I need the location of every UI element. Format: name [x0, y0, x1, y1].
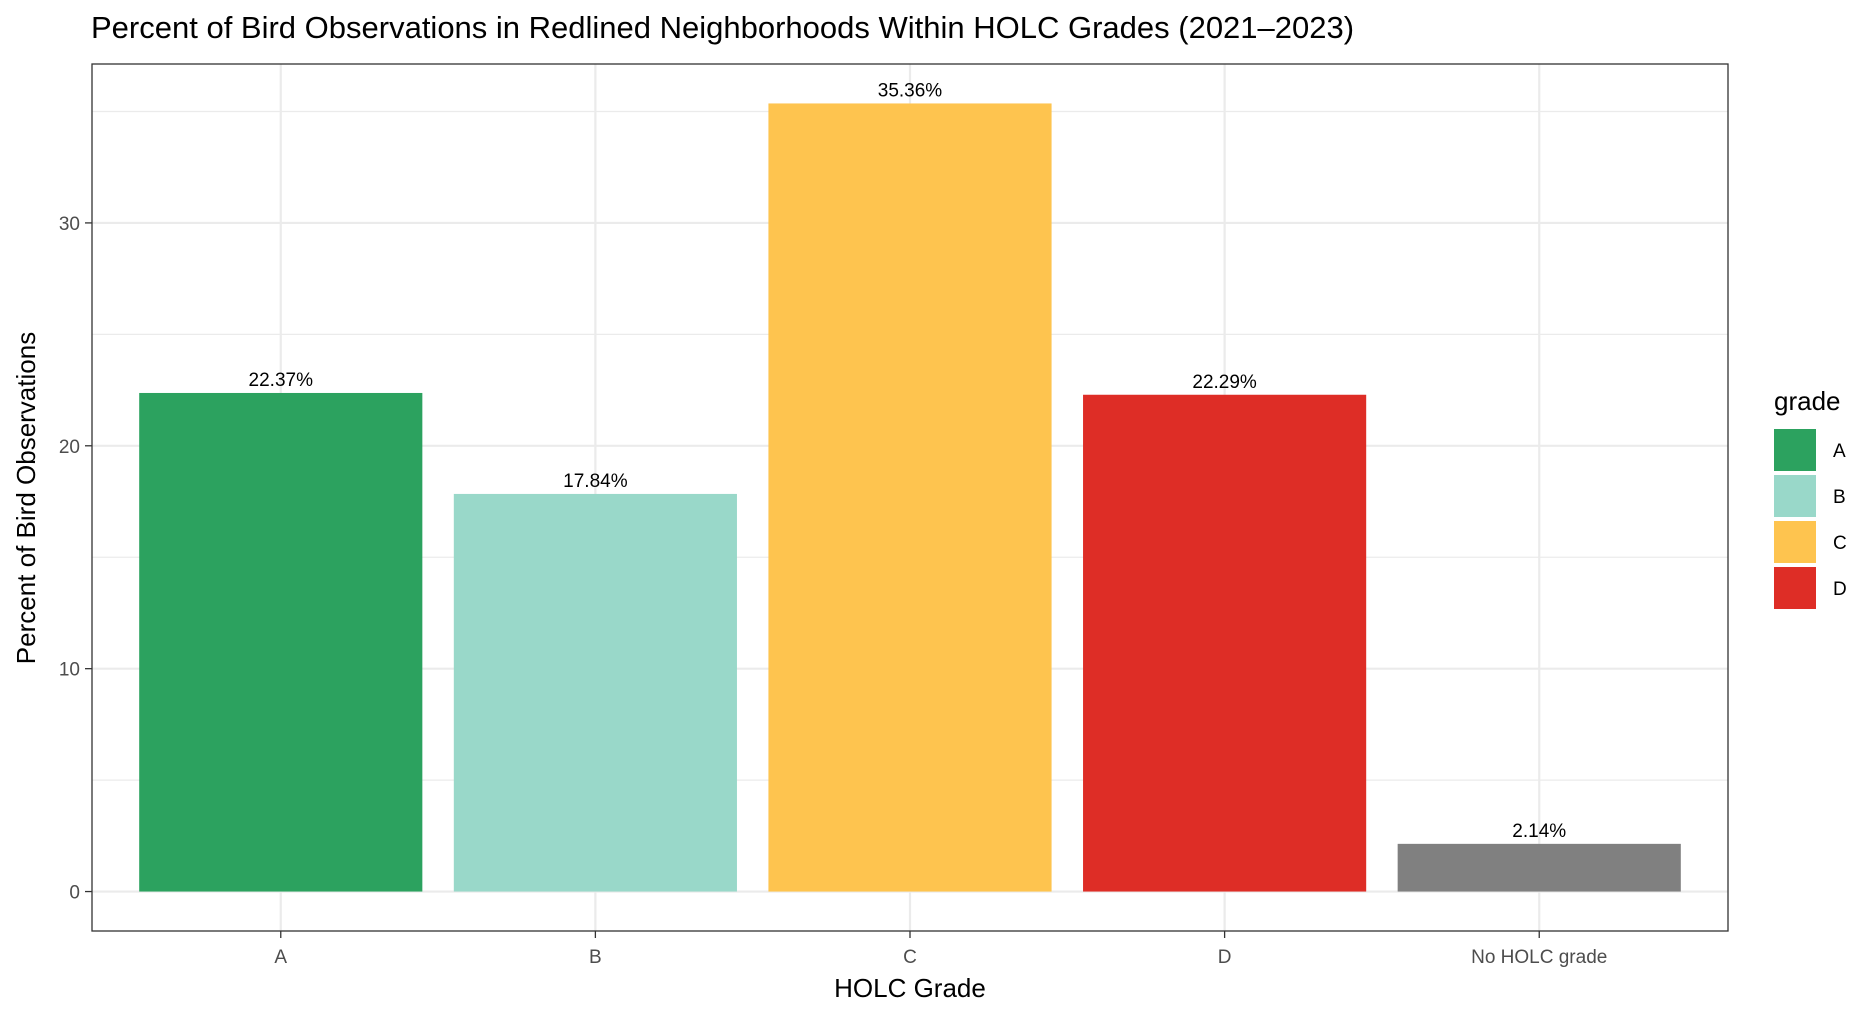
legend-label: B — [1833, 487, 1846, 508]
data-label: 35.36% — [878, 80, 943, 101]
bar-d — [1083, 394, 1367, 892]
bars — [139, 103, 1681, 892]
y-tick-label: 30 — [59, 214, 80, 235]
x-tick-label: A — [274, 947, 287, 968]
legend-key-c — [1774, 521, 1816, 563]
x-tick-label: B — [589, 947, 602, 968]
x-tick-label: C — [903, 947, 917, 968]
legend: A B C D — [1774, 429, 1847, 609]
data-label: 17.84% — [563, 471, 628, 492]
y-tick-label: 0 — [69, 883, 80, 904]
legend-label: A — [1833, 441, 1846, 462]
data-labels: 22.37% 17.84% 35.36% 22.29% 2.14% — [249, 80, 1567, 841]
chart-title: Percent of Bird Observations in Redlined… — [91, 10, 1355, 45]
legend-key-b — [1774, 475, 1816, 517]
legend-label: D — [1833, 579, 1847, 600]
bar-c — [768, 103, 1052, 892]
axes: 0 10 20 30 A B C D No HOLC grade — [59, 214, 1607, 968]
data-label: 22.29% — [1192, 372, 1257, 393]
x-tick-label: D — [1218, 947, 1232, 968]
data-label: 22.37% — [249, 370, 314, 391]
y-tick-label: 10 — [59, 660, 80, 681]
legend-title: grade — [1774, 386, 1841, 416]
y-tick-label: 20 — [59, 437, 80, 458]
legend-key-a — [1774, 429, 1816, 471]
data-label: 2.14% — [1512, 821, 1566, 842]
bar-b — [453, 493, 737, 892]
x-axis-title: HOLC Grade — [834, 973, 986, 1003]
legend-key-d — [1774, 567, 1816, 609]
bar-no-holc-grade — [1397, 843, 1681, 892]
bar-a — [139, 392, 423, 892]
x-tick-label: No HOLC grade — [1471, 947, 1607, 968]
y-axis-title: Percent of Bird Observations — [11, 332, 41, 664]
legend-label: C — [1833, 533, 1847, 554]
